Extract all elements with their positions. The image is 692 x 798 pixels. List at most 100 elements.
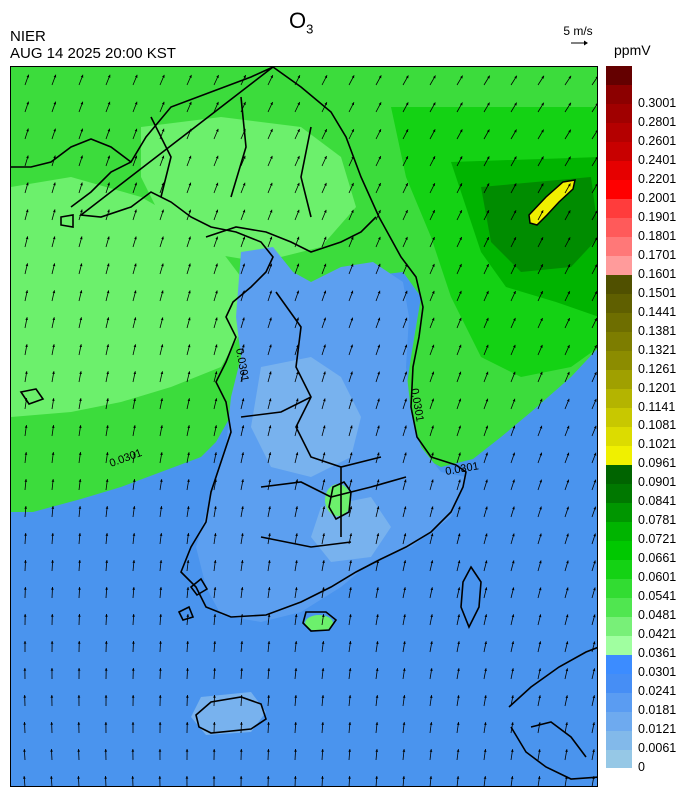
wind-arrow-icon bbox=[483, 344, 489, 356]
wind-arrow-icon bbox=[186, 317, 191, 329]
wind-arrow-icon bbox=[77, 775, 80, 786]
wind-arrow-icon bbox=[293, 775, 297, 786]
wind-arrow-icon bbox=[429, 776, 433, 786]
legend-swatch bbox=[606, 597, 632, 617]
wind-arrow-icon bbox=[591, 722, 596, 734]
wind-arrow-icon bbox=[267, 695, 270, 707]
wind-arrow-icon bbox=[348, 452, 353, 464]
wind-arrow-icon bbox=[131, 721, 135, 734]
wind-arrow-icon bbox=[51, 425, 55, 437]
legend-label: 0.2201 bbox=[638, 171, 677, 186]
wind-arrow-icon bbox=[159, 209, 164, 221]
legend-label: 0.2001 bbox=[638, 190, 677, 205]
wind-arrow-icon bbox=[321, 425, 326, 437]
wind-arrow-icon bbox=[50, 640, 54, 653]
wind-arrow-icon bbox=[105, 236, 110, 248]
wind-arrow-icon bbox=[294, 614, 298, 626]
wind-arrow-icon bbox=[537, 75, 545, 86]
wind-arrow-icon bbox=[24, 101, 29, 113]
wind-arrow-icon bbox=[22, 776, 26, 786]
wind-arrow-icon bbox=[591, 290, 597, 302]
wind-arrow-icon bbox=[564, 344, 570, 356]
wind-arrow-icon bbox=[537, 614, 542, 626]
wind-arrow-icon bbox=[159, 452, 163, 464]
wind-arrow-icon bbox=[456, 183, 463, 194]
legend-label: 0.1381 bbox=[638, 323, 677, 338]
wind-arrow-icon bbox=[537, 479, 542, 491]
wind-arrow-icon bbox=[429, 722, 433, 734]
legend-label: 0.0061 bbox=[638, 741, 677, 756]
wind-arrow-icon bbox=[132, 182, 137, 194]
wind-arrow-icon bbox=[375, 75, 382, 86]
legend-label: 0.0421 bbox=[638, 627, 677, 642]
wind-arrow-icon bbox=[24, 317, 28, 329]
wind-arrow-icon bbox=[213, 371, 218, 383]
wind-arrow-icon bbox=[348, 560, 352, 572]
wind-arrow-icon bbox=[591, 479, 597, 491]
legend-label: 0.0601 bbox=[638, 570, 677, 585]
legend-swatch bbox=[606, 483, 632, 503]
wind-arrow-icon bbox=[483, 776, 487, 786]
legend-label: 0.0841 bbox=[638, 494, 677, 509]
wind-arrow-icon bbox=[456, 156, 463, 167]
wind-arrow-icon bbox=[213, 182, 219, 194]
legend-swatch bbox=[606, 236, 632, 257]
ulleung-coastline bbox=[460, 565, 482, 629]
wind-reference-arrow-icon bbox=[571, 40, 588, 46]
wind-arrow-icon bbox=[591, 452, 597, 464]
wind-arrow-icon bbox=[77, 667, 81, 680]
chart-title: O3 bbox=[289, 8, 313, 36]
wind-arrow-icon bbox=[429, 290, 435, 302]
wind-arrow-icon bbox=[294, 344, 299, 356]
wind-arrow-icon bbox=[591, 506, 597, 518]
legend-swatch bbox=[606, 673, 632, 693]
wind-arrow-icon bbox=[240, 560, 244, 572]
wind-arrow-icon bbox=[159, 560, 163, 572]
wind-arrow-icon bbox=[483, 263, 489, 275]
wind-arrow-icon bbox=[564, 641, 569, 653]
wind-arrow-icon bbox=[78, 128, 84, 140]
wind-arrow-icon bbox=[185, 721, 189, 734]
wind-arrow-icon bbox=[105, 101, 111, 113]
legend-swatch bbox=[606, 426, 632, 446]
wind-arrow-icon bbox=[185, 775, 189, 786]
wind-arrow-icon bbox=[240, 587, 244, 599]
wind-arrow-icon bbox=[159, 74, 165, 86]
wind-arrow-icon bbox=[591, 76, 597, 86]
wind-arrow-icon bbox=[456, 641, 460, 653]
wind-arrow-icon bbox=[51, 155, 56, 167]
wind-arrow-icon bbox=[591, 237, 597, 248]
wind-arrow-icon bbox=[51, 101, 57, 113]
wind-arrow-icon bbox=[132, 290, 137, 302]
wind-arrow-icon bbox=[537, 641, 542, 653]
legend-label: 0.1021 bbox=[638, 437, 677, 452]
wind-arrow-icon bbox=[348, 533, 353, 545]
wind-arrow-icon bbox=[537, 776, 541, 786]
wind-arrow-icon bbox=[132, 613, 135, 626]
legend-swatch bbox=[606, 521, 632, 541]
wind-arrow-icon bbox=[456, 614, 461, 626]
wind-arrow-icon bbox=[186, 128, 192, 140]
wind-arrow-icon bbox=[564, 75, 572, 86]
wind-arrow-icon bbox=[105, 613, 108, 626]
wind-arrow-icon bbox=[456, 722, 460, 734]
wind-arrow-icon bbox=[348, 749, 352, 761]
wind-arrow-icon bbox=[186, 452, 190, 464]
wind-arrow-icon bbox=[294, 101, 301, 113]
wind-arrow-icon bbox=[50, 748, 53, 761]
wind-arrow-icon bbox=[375, 317, 381, 329]
wind-arrow-icon bbox=[186, 101, 192, 113]
wind-arrow-icon bbox=[564, 506, 569, 518]
wind-arrow-icon bbox=[429, 236, 435, 248]
wind-arrow-icon bbox=[564, 398, 570, 410]
wind-arrow-icon bbox=[375, 776, 378, 786]
wind-arrow-icon bbox=[213, 452, 217, 464]
wind-arrow-icon bbox=[213, 236, 218, 248]
wind-arrow-icon bbox=[186, 182, 192, 194]
wind-arrow-icon bbox=[375, 102, 382, 113]
wind-arrow-icon bbox=[240, 101, 246, 113]
wind-arrow-icon bbox=[537, 398, 543, 410]
wind-arrow-icon bbox=[375, 641, 379, 653]
wind-arrow-icon bbox=[186, 371, 191, 383]
wind-arrow-icon bbox=[105, 344, 110, 356]
